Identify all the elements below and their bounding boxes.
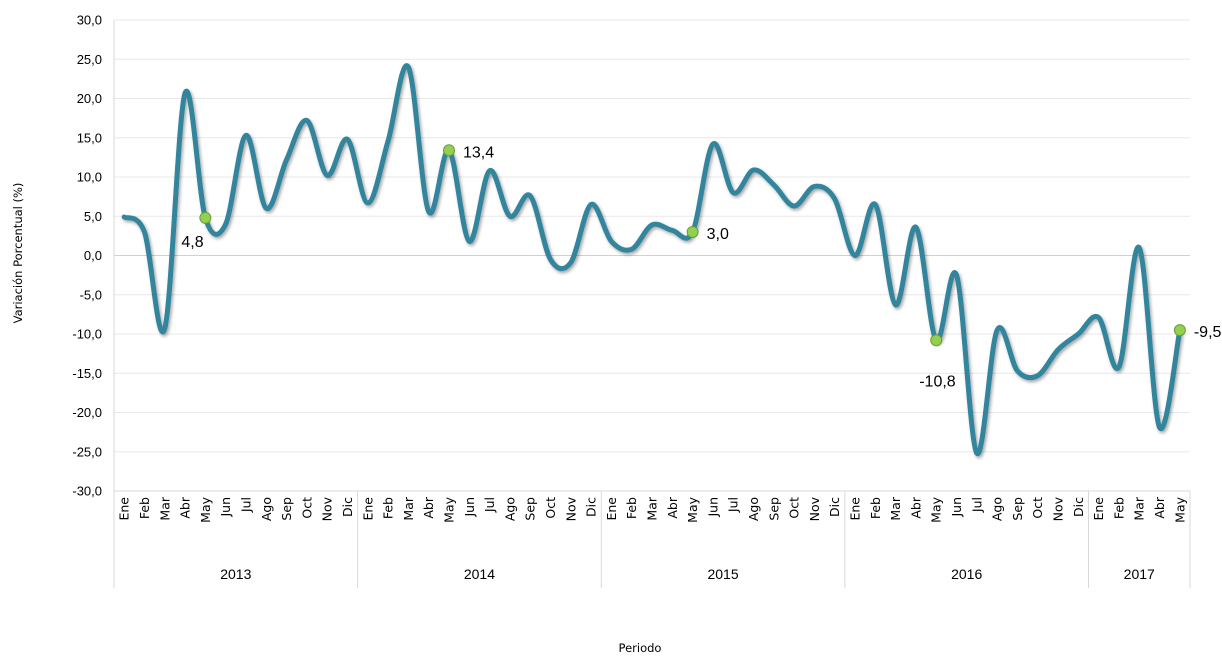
x-tick-label: Feb — [624, 497, 639, 519]
year-label: 2016 — [951, 566, 982, 582]
x-axis: Ene Feb Mar Abr May Jun Jul Ago Sep Oct Nov Dic 2013… — [113, 490, 1191, 588]
x-tick-label: Nov — [807, 496, 822, 521]
data-label: -9,5 — [1194, 324, 1222, 341]
x-tick-label: Ago — [502, 497, 517, 521]
x-tick-label: Dic — [1071, 497, 1086, 517]
x-tick-label: Feb — [381, 497, 396, 519]
highlight-markers: 4,8 13,4 3,0 -10,8 -9,5 — [181, 144, 1222, 390]
year-label: 2015 — [707, 566, 738, 582]
x-tick-label: Oct — [299, 497, 314, 519]
x-tick-label: Dic — [584, 497, 599, 517]
x-tick-label: Jul — [238, 497, 253, 513]
x-tick-label: Oct — [1030, 497, 1045, 519]
y-axis-title: Variación Porcentual (%) — [11, 183, 25, 324]
y-tick-label: -15,0 — [72, 366, 102, 381]
x-tick-label: Ene — [360, 497, 375, 521]
x-tick-label: Ene — [1091, 497, 1106, 521]
x-tick-label: May — [1172, 496, 1187, 522]
y-tick-label: -10,0 — [72, 327, 102, 342]
data-point-marker — [686, 225, 699, 238]
data-label: -10,8 — [919, 373, 956, 390]
y-tick-label: 0,0 — [84, 248, 102, 263]
x-tick-label: Nov — [563, 496, 578, 521]
x-tick-label: Dic — [827, 497, 842, 517]
x-tick-label: Ene — [117, 497, 132, 521]
data-point-marker — [442, 144, 455, 157]
x-tick-label: Mar — [401, 496, 416, 520]
x-tick-label: Ene — [604, 497, 619, 521]
x-tick-label: Mar — [157, 496, 172, 520]
x-tick-label: Nov — [320, 496, 335, 521]
x-tick-label: Jun — [705, 497, 720, 518]
x-tick-label: Nov — [1051, 496, 1066, 521]
year-label: 2017 — [1124, 566, 1155, 582]
data-point-marker — [199, 211, 212, 224]
gridlines — [113, 19, 1190, 492]
y-tick-label: -5,0 — [80, 287, 102, 302]
x-tick-label: Oct — [543, 497, 558, 519]
y-tick-label: 10,0 — [77, 170, 102, 185]
x-tick-label: Ago — [259, 497, 274, 521]
data-label: 13,4 — [463, 144, 494, 161]
y-tick-label: 25,0 — [77, 52, 102, 67]
x-tick-label: May — [929, 496, 944, 522]
y-tick-label: 30,0 — [77, 13, 102, 28]
x-tick-label: Abr — [1152, 496, 1167, 518]
x-tick-label: Sep — [766, 497, 781, 521]
y-axis-ticks: 30,0 25,0 20,0 15,0 10,0 5,0 0,0 -5,0 -10,0 -15,0… — [72, 13, 102, 499]
x-tick-label: May — [198, 496, 213, 522]
x-tick-label: Mar — [1132, 496, 1147, 520]
x-tick-label: Sep — [523, 497, 538, 521]
series-path — [121, 63, 1183, 456]
x-tick-label: Jul — [726, 497, 741, 513]
x-tick-label: Mar — [645, 496, 660, 520]
data-label: 4,8 — [181, 234, 203, 251]
year-label: 2014 — [464, 566, 495, 582]
x-tick-label: Jul — [482, 497, 497, 513]
year-label: 2013 — [220, 566, 251, 582]
y-tick-label: -25,0 — [72, 444, 102, 459]
x-tick-label: Abr — [178, 496, 193, 518]
y-tick-label: 20,0 — [77, 91, 102, 106]
x-tick-label: Ago — [746, 497, 761, 521]
y-tick-label: 15,0 — [77, 130, 102, 145]
y-tick-label: -30,0 — [72, 484, 102, 499]
x-tick-label: Dic — [340, 497, 355, 517]
x-axis-title: Periodo — [619, 641, 662, 655]
x-tick-label: Mar — [888, 496, 903, 520]
y-tick-label: 5,0 — [84, 209, 102, 224]
y-tick-label: -20,0 — [72, 405, 102, 420]
series-line — [121, 63, 1183, 456]
x-tick-label: Abr — [665, 496, 680, 518]
data-label: 3,0 — [707, 226, 729, 243]
x-tick-label: Ago — [990, 497, 1005, 521]
data-point-marker — [1173, 324, 1186, 337]
x-tick-label: Jun — [462, 497, 477, 518]
x-tick-label: Sep — [1010, 497, 1025, 521]
x-tick-label: Jun — [218, 497, 233, 518]
x-tick-label: Abr — [908, 496, 923, 518]
x-tick-label: Feb — [868, 497, 883, 519]
x-tick-label: Feb — [137, 497, 152, 519]
data-point-marker — [930, 334, 943, 347]
x-tick-label: Jul — [969, 497, 984, 513]
x-tick-label: Feb — [1111, 497, 1126, 519]
x-tick-label: Abr — [421, 496, 436, 518]
x-tick-label: May — [441, 496, 456, 522]
x-tick-label: Ene — [848, 497, 863, 521]
x-tick-label: May — [685, 496, 700, 522]
x-tick-label: Sep — [279, 497, 294, 521]
x-tick-label: Oct — [787, 497, 802, 519]
x-tick-label: Jun — [949, 497, 964, 518]
